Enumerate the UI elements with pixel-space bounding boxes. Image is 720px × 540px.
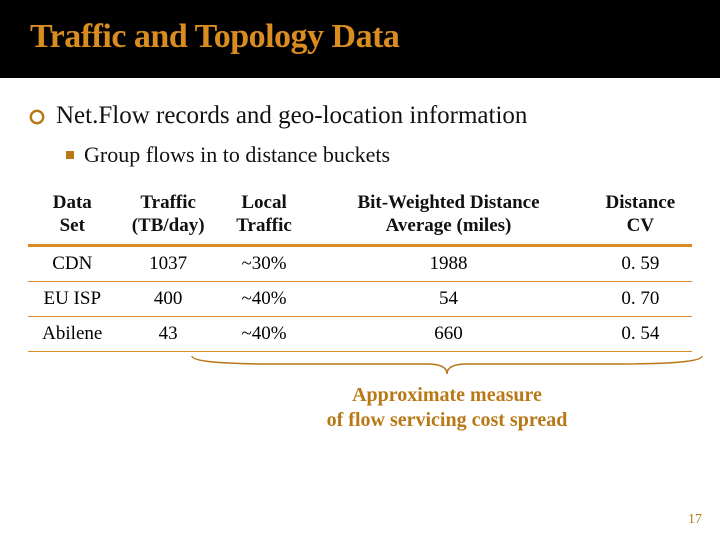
cell: Abilene (28, 316, 117, 351)
sub-bullet-item: Group flows in to distance buckets (66, 142, 692, 168)
cell: 1988 (308, 245, 588, 281)
bullet-ring-icon (28, 108, 46, 126)
content-area: Net.Flow records and geo-location inform… (0, 78, 720, 433)
table-row: CDN 1037 ~30% 1988 0. 59 (28, 245, 692, 281)
cell: 400 (117, 281, 220, 316)
table-body: CDN 1037 ~30% 1988 0. 59 EU ISP 400 ~40%… (28, 245, 692, 351)
brace-icon (188, 354, 706, 376)
data-table: DataSet Traffic(TB/day) LocalTraffic Bit… (28, 186, 692, 352)
table-row: Abilene 43 ~40% 660 0. 54 (28, 316, 692, 351)
table-header-row: DataSet Traffic(TB/day) LocalTraffic Bit… (28, 186, 692, 245)
cell: 0. 70 (589, 281, 692, 316)
caption-text: Approximate measureof flow servicing cos… (188, 383, 706, 433)
cell: 1037 (117, 245, 220, 281)
cell: EU ISP (28, 281, 117, 316)
sub-square-icon (66, 151, 74, 159)
brace-caption: Approximate measureof flow servicing cos… (188, 354, 706, 433)
cell: 0. 54 (589, 316, 692, 351)
table-row: EU ISP 400 ~40% 54 0. 70 (28, 281, 692, 316)
col-header: DistanceCV (589, 186, 692, 245)
cell: 660 (308, 316, 588, 351)
cell: ~40% (220, 281, 309, 316)
brace-path (192, 356, 702, 374)
slide-title: Traffic and Topology Data (30, 18, 690, 56)
cell: CDN (28, 245, 117, 281)
sub-bullet-text: Group flows in to distance buckets (84, 142, 390, 168)
cell: ~30% (220, 245, 309, 281)
ring (31, 111, 43, 123)
col-header: Bit-Weighted DistanceAverage (miles) (308, 186, 588, 245)
col-header: LocalTraffic (220, 186, 309, 245)
title-bar: Traffic and Topology Data (0, 0, 720, 78)
col-header: Traffic(TB/day) (117, 186, 220, 245)
square (66, 151, 74, 159)
cell: 54 (308, 281, 588, 316)
page-number: 17 (688, 512, 702, 528)
cell: 0. 59 (589, 245, 692, 281)
cell: ~40% (220, 316, 309, 351)
cell: 43 (117, 316, 220, 351)
col-header: DataSet (28, 186, 117, 245)
bullet-item: Net.Flow records and geo-location inform… (28, 102, 692, 130)
bullet-text: Net.Flow records and geo-location inform… (56, 102, 527, 130)
